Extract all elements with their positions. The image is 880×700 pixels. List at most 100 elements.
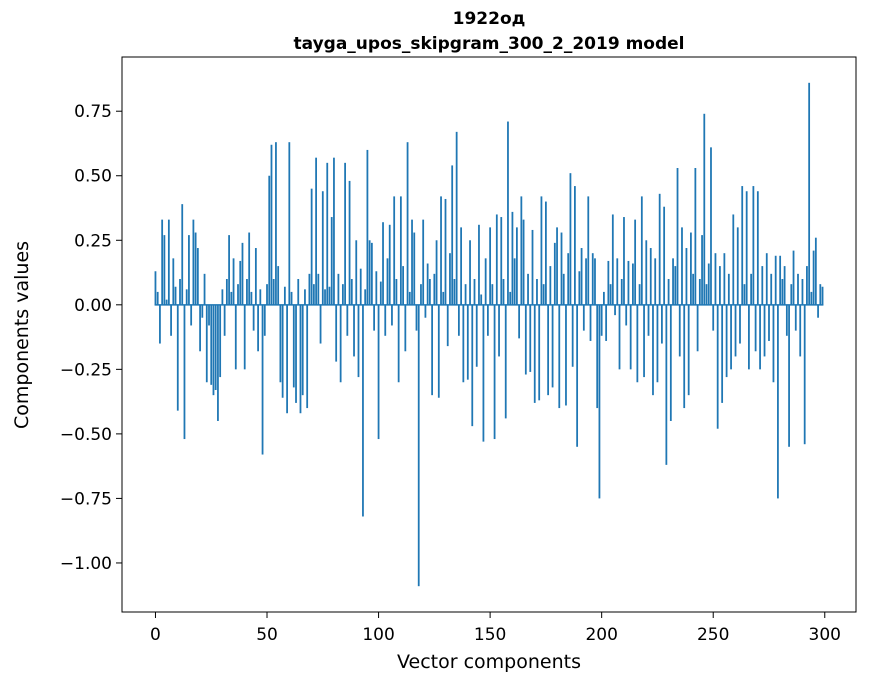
bar: [469, 240, 471, 305]
bar: [721, 304, 724, 403]
bar: [172, 258, 175, 305]
bar: [672, 258, 674, 305]
bar: [455, 131, 458, 305]
bar: [756, 191, 759, 305]
bar: [527, 273, 529, 305]
x-tick-label: 0: [150, 625, 161, 645]
bar: [667, 279, 670, 305]
bar: [424, 304, 427, 318]
plot-area: −1.00 −0.75 −0.50 −0.25 0.00 0.25 0.50 0.75 0 50 1…: [60, 56, 857, 645]
bar: [208, 304, 210, 326]
bar: [281, 304, 284, 398]
bar: [663, 206, 666, 305]
bar: [339, 304, 342, 383]
bar: [404, 304, 407, 352]
bar: [364, 289, 367, 305]
bar: [636, 304, 639, 383]
bar: [422, 219, 425, 305]
bar: [295, 304, 297, 403]
bar: [509, 291, 512, 305]
bar: [237, 284, 239, 305]
x-axis-label: Vector components: [397, 651, 581, 673]
bar: [288, 142, 291, 305]
bar: [259, 289, 262, 305]
bar: [520, 196, 523, 305]
bar: [482, 304, 485, 442]
bar: [502, 279, 505, 305]
bar: [600, 304, 603, 336]
bar: [355, 240, 358, 305]
bar: [335, 304, 338, 362]
bar: [161, 219, 164, 305]
bar: [643, 304, 645, 378]
bar: [411, 219, 413, 305]
bar: [647, 304, 650, 336]
bar: [750, 273, 753, 305]
bar: [629, 304, 632, 370]
bar: [761, 266, 764, 305]
bar: [620, 279, 623, 305]
bar: [553, 242, 556, 305]
bar: [212, 304, 215, 396]
bar: [420, 284, 422, 305]
bar: [513, 258, 516, 305]
bar: [382, 222, 384, 305]
bar: [183, 304, 186, 440]
bar: [328, 286, 331, 305]
bar: [179, 279, 181, 305]
bar: [603, 291, 605, 305]
bar: [174, 286, 177, 305]
bar: [779, 255, 782, 305]
bar: [431, 304, 434, 396]
bar: [730, 304, 732, 370]
bar: [353, 304, 355, 357]
bar: [707, 263, 710, 305]
bar: [275, 142, 277, 305]
y-tick-label: 0.25: [74, 231, 112, 251]
bar: [181, 204, 184, 305]
bar: [524, 304, 527, 375]
bar: [484, 258, 487, 305]
y-tick-label: 0.00: [74, 296, 112, 316]
bar: [734, 304, 737, 357]
bar: [788, 304, 790, 447]
bar: [752, 186, 755, 305]
bar: [678, 304, 681, 357]
bar: [453, 279, 456, 305]
bar: [616, 258, 619, 305]
bar: [344, 162, 346, 305]
bar: [703, 113, 706, 305]
x-tick-label: 50: [256, 625, 278, 645]
bar: [759, 304, 761, 370]
bar: [205, 304, 208, 383]
bar: [330, 217, 333, 305]
bar: [777, 304, 779, 499]
y-tick-label: −1.00: [60, 554, 112, 574]
bar: [531, 229, 534, 305]
bar: [219, 304, 222, 378]
bar: [266, 284, 268, 305]
bar: [562, 273, 565, 305]
bar: [529, 304, 532, 372]
bar: [567, 253, 570, 305]
bar: [656, 304, 659, 383]
bar: [362, 304, 364, 517]
bar: [538, 304, 541, 401]
bar: [379, 281, 382, 305]
bar: [375, 271, 378, 305]
bar: [239, 260, 242, 305]
y-tick-label: −0.25: [60, 360, 112, 380]
bar: [763, 304, 766, 357]
bar: [587, 196, 590, 305]
bar: [560, 232, 563, 305]
bar: [386, 258, 389, 305]
y-tick-label: 0.50: [74, 167, 112, 187]
bar: [605, 304, 608, 341]
bar: [658, 193, 661, 305]
bar: [696, 304, 699, 352]
bar: [623, 217, 625, 305]
y-axis-label: Components values: [11, 241, 33, 429]
bar: [308, 273, 311, 305]
bar: [159, 304, 161, 344]
bar: [685, 248, 688, 305]
